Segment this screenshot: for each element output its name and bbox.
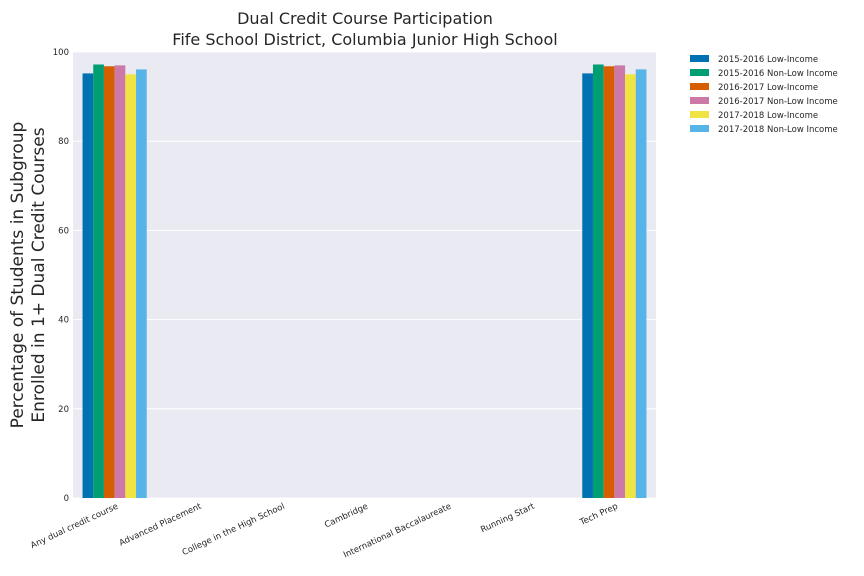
bars: [82, 64, 647, 499]
legend-swatch: [690, 125, 709, 132]
bar: [82, 73, 94, 499]
legend-swatch: [690, 97, 709, 104]
bar: [136, 69, 147, 499]
y-axis-label-line2: Enrolled in 1+ Dual Credit Courses: [29, 127, 49, 422]
y-tick-label: 0: [64, 494, 69, 504]
bar: [103, 66, 115, 498]
x-tick-label: Cambridge: [323, 502, 370, 531]
bar: [582, 73, 593, 499]
x-tick-label: Any dual credit course: [29, 502, 120, 551]
bar: [125, 74, 137, 499]
bar: [635, 69, 647, 499]
legend-label: 2017-2018 Non-Low Income: [718, 125, 838, 135]
bar: [614, 65, 626, 498]
legend-label: 2015-2016 Non-Low Income: [718, 69, 838, 79]
bar: [93, 64, 104, 498]
legend-swatch: [690, 83, 709, 90]
legend-label: 2016-2017 Non-Low Income: [718, 97, 838, 107]
legend-label: 2016-2017 Low-Income: [718, 83, 818, 93]
chart-subtitle: Fife School District, Columbia Junior Hi…: [172, 30, 557, 49]
legend: 2015-2016 Low-Income 2015-2016 Non-Low In…: [690, 55, 838, 135]
x-tick-label: Tech Prep: [578, 502, 620, 529]
legend-label: 2015-2016 Low-Income: [718, 55, 818, 65]
y-tick-label: 80: [58, 137, 69, 147]
y-tick-label: 100: [53, 48, 69, 58]
y-axis-label-line1: Percentage of Students in Subgroup: [8, 122, 28, 429]
y-axis-ticks: 0 20 40 60 80 100: [53, 48, 69, 504]
legend-label: 2017-2018 Low-Income: [718, 111, 818, 121]
bar: [603, 66, 615, 498]
bar: [114, 65, 126, 498]
legend-swatch: [690, 111, 709, 118]
y-tick-label: 60: [58, 226, 69, 236]
legend-swatch: [690, 69, 709, 76]
x-tick-label: Running Start: [479, 501, 537, 535]
chart-title: Dual Credit Course Participation: [237, 9, 493, 28]
legend-swatch: [690, 55, 709, 62]
x-tick-label: Advanced Placement: [118, 501, 204, 548]
bar: [592, 64, 604, 498]
y-tick-label: 20: [58, 405, 69, 415]
bar: [625, 74, 636, 499]
grid-lines: [73, 51, 656, 499]
plot-area: [73, 52, 656, 498]
y-tick-label: 40: [58, 316, 69, 326]
